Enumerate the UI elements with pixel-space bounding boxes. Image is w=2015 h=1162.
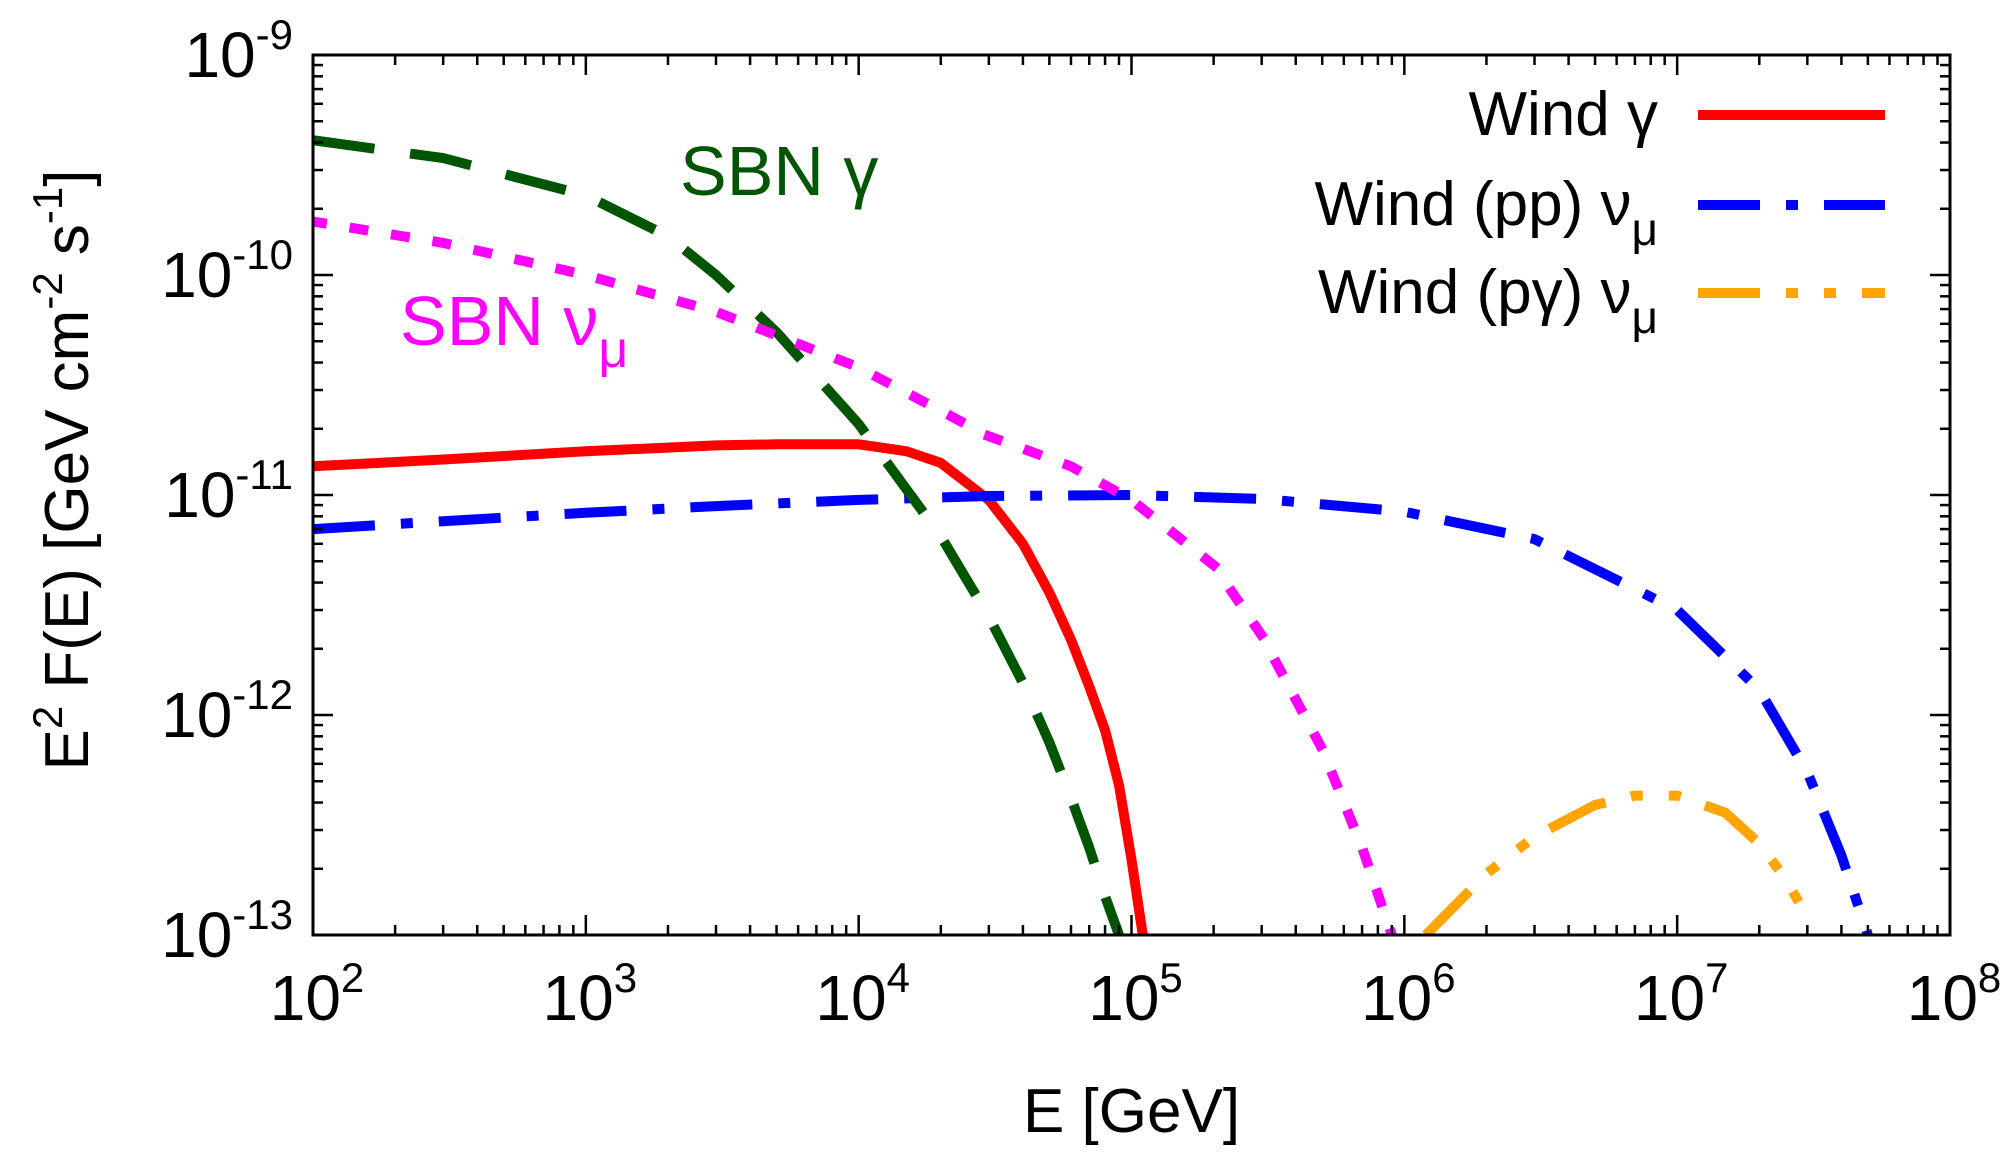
x-tick-label-4: 106: [1361, 954, 1456, 1034]
labels-layer: 102 103 104 105 106 107 108 10-13 10-12 10-11 10-1…: [24, 11, 2001, 1146]
legend-label-1: Wind (pp) νμ: [1315, 170, 1658, 255]
ticks-layer: [311, 53, 1952, 937]
legend-label-0: Wind γ: [1469, 80, 1658, 149]
series-line-4: [313, 216, 1398, 935]
x-tick-label-2: 104: [815, 954, 910, 1034]
y-axis-title: E2 F(E) [GeV cm-2 s-1]: [24, 169, 102, 770]
x-tick-label-0: 102: [270, 954, 365, 1034]
series-line-1: [313, 490, 1873, 935]
y-tick-label-1: 10-12: [161, 671, 293, 751]
x-tick-label-1: 103: [543, 954, 638, 1034]
annotation-0: SBN γ: [680, 132, 878, 210]
series-layer: [313, 135, 1873, 935]
x-axis-title: E [GeV]: [1023, 1077, 1240, 1146]
x-tick-label-6: 108: [1907, 954, 2002, 1034]
y-tick-label-0: 10-13: [161, 891, 293, 971]
y-tick-label-4: 10-9: [184, 11, 293, 91]
x-tick-label-5: 107: [1634, 954, 1729, 1034]
series-line-2: [1422, 790, 1812, 935]
series-line-3: [313, 135, 1124, 935]
series-line-0: [313, 439, 1148, 935]
x-tick-label-3: 105: [1088, 954, 1183, 1034]
y-tick-label-2: 10-11: [164, 451, 293, 531]
y-tick-label-3: 10-10: [161, 231, 293, 311]
annotation-1: SBN νμ: [400, 282, 628, 379]
legend-label-2: Wind (pγ) νμ: [1318, 258, 1658, 343]
